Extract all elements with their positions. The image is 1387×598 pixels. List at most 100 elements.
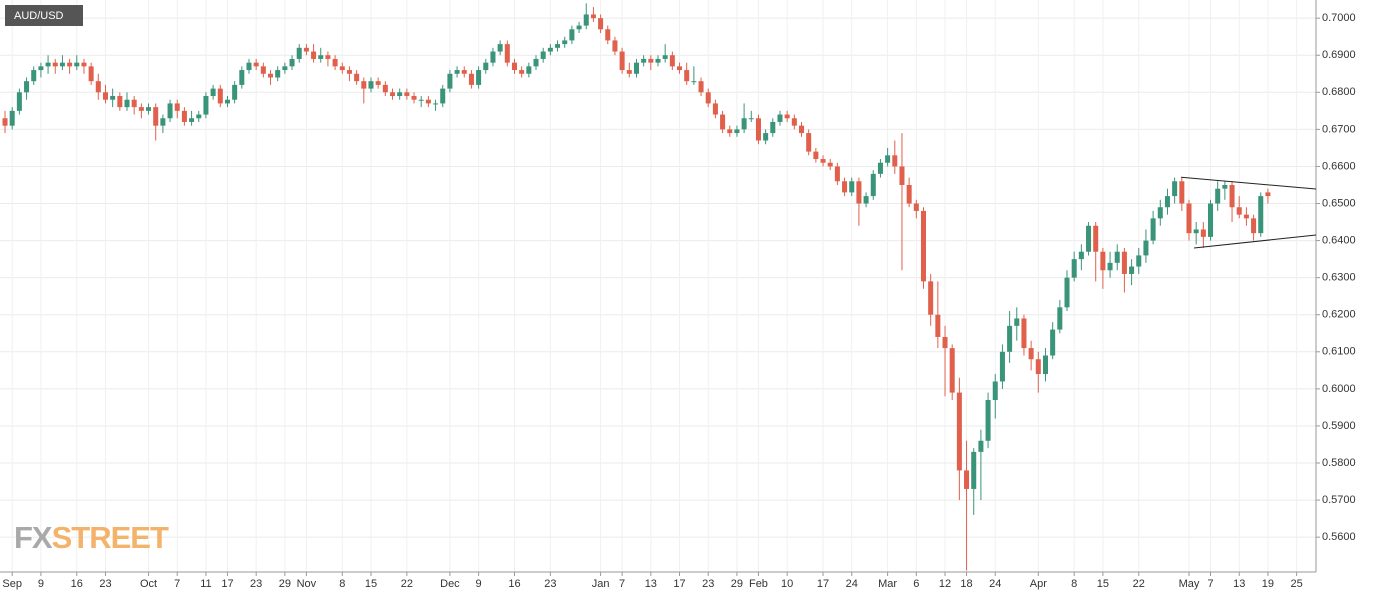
candle-body [1129,266,1135,274]
y-tick-label: 0.7000 [1322,12,1356,24]
candle-body [992,381,998,400]
watermark-part: STREET [52,520,169,555]
candle-body [454,70,460,74]
candle-body [720,114,726,130]
y-tick-label: 0.5900 [1322,420,1356,432]
candle-body [1150,218,1156,241]
x-tick-label: 16 [71,578,83,590]
x-tick-label: Oct [140,578,157,590]
candle-body [74,62,80,67]
candle-body [1121,251,1127,274]
x-tick-label: May [1179,578,1200,590]
candle-body [1136,255,1142,267]
candle-body [1064,277,1070,308]
y-tick-label: 0.6200 [1322,309,1356,321]
x-tick-label: 8 [339,578,345,590]
candle-body [511,62,517,71]
x-tick-label: 9 [38,578,44,590]
candle-body [1208,203,1214,237]
candle-body [167,103,173,119]
candle-body [95,81,101,93]
x-tick-label: 29 [279,578,291,590]
x-tick-label: 13 [1233,578,1245,590]
x-tick-label: 19 [1262,578,1274,590]
candle-body [282,66,288,71]
x-tick-label: 15 [365,578,377,590]
candle-body [246,62,252,71]
candle-body [181,110,187,122]
candle-body [519,70,525,74]
candle-body [985,399,991,441]
candle-body [834,166,840,182]
candle-body [555,44,561,48]
x-tick-label: 23 [99,578,111,590]
candle-body [877,162,883,174]
x-tick-label: Sep [2,578,22,590]
candle-body [1200,229,1206,237]
candle-body [210,88,216,97]
x-tick-label: 23 [544,578,556,590]
candle-body [1229,184,1235,208]
candle-body [131,99,137,108]
x-tick-label: 7 [174,578,180,590]
candle-body [1014,318,1020,326]
candle-body [1086,225,1092,252]
candle-body [1035,359,1041,375]
candle-body [9,110,15,126]
candle-body [45,62,51,67]
x-tick-label: 16 [508,578,520,590]
plot-area [0,0,1316,572]
candle-body [648,58,654,63]
candle-body [547,47,553,52]
candle-body [942,336,948,349]
candle-body [339,66,345,71]
candle-body [203,96,209,115]
candle-body [605,29,611,41]
candle-body [1179,181,1185,204]
candle-body [52,62,58,67]
candle-body [318,55,324,59]
y-tick-label: 0.6400 [1322,234,1356,246]
candle-body [763,133,769,141]
candle-body [354,73,360,82]
candle-body [705,92,711,104]
candle-body [311,51,317,59]
candle-body [2,118,8,126]
candle-body [626,70,632,74]
candle-body [755,118,761,141]
candle-body [117,96,123,108]
candle-body [88,66,94,82]
candle-body [59,62,65,67]
candle-body [770,121,776,134]
x-tick-label: 22 [1133,578,1145,590]
candle-body [232,84,238,100]
candle-body [361,81,367,89]
candle-body [490,51,496,63]
candle-body [275,70,281,78]
x-tick-label: 29 [731,578,743,590]
candle-body [612,40,618,52]
candle-body [468,73,474,85]
candle-body [533,58,539,67]
candle-body [949,348,955,393]
candle-body [1028,348,1034,360]
x-tick-label: 7 [619,578,625,590]
candle-body [928,281,934,315]
trend-line [1193,234,1317,249]
candle-body [375,81,381,85]
candle-body [102,92,108,100]
candle-body [856,181,862,204]
title-box [5,5,83,26]
candles [2,3,1271,571]
candle-body [16,92,22,111]
candle-body [325,55,331,59]
candle-body [598,18,604,30]
candle-body [397,92,403,97]
candle-body [956,392,962,471]
candle-body [562,40,568,45]
candle-body [906,184,912,204]
candle-body [1243,214,1249,219]
x-tick-label: 8 [1071,578,1077,590]
candle-body [590,14,596,19]
